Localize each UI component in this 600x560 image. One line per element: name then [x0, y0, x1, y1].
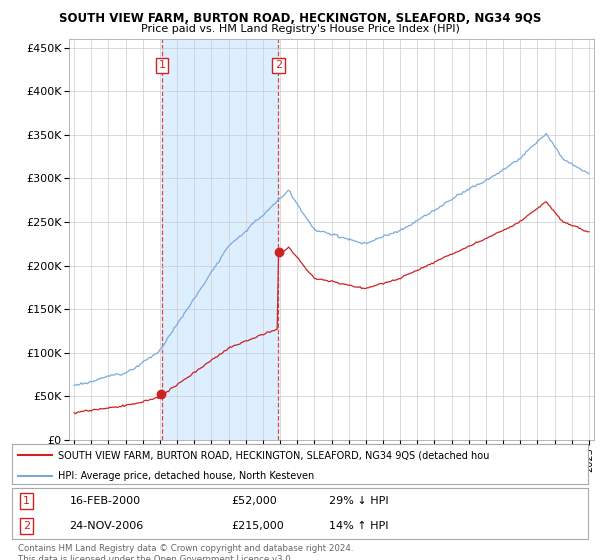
Text: £215,000: £215,000 [231, 521, 284, 531]
Text: 29% ↓ HPI: 29% ↓ HPI [329, 496, 388, 506]
Text: 14% ↑ HPI: 14% ↑ HPI [329, 521, 388, 531]
Text: 2: 2 [275, 60, 282, 71]
Text: £52,000: £52,000 [231, 496, 277, 506]
Text: SOUTH VIEW FARM, BURTON ROAD, HECKINGTON, SLEAFORD, NG34 9QS: SOUTH VIEW FARM, BURTON ROAD, HECKINGTON… [59, 12, 541, 25]
Text: SOUTH VIEW FARM, BURTON ROAD, HECKINGTON, SLEAFORD, NG34 9QS (detached hou: SOUTH VIEW FARM, BURTON ROAD, HECKINGTON… [58, 450, 490, 460]
Text: 24-NOV-2006: 24-NOV-2006 [70, 521, 144, 531]
Text: Price paid vs. HM Land Registry's House Price Index (HPI): Price paid vs. HM Land Registry's House … [140, 24, 460, 34]
Bar [162, 39, 278, 440]
Text: HPI: Average price, detached house, North Kesteven: HPI: Average price, detached house, Nort… [58, 470, 314, 480]
Text: Contains HM Land Registry data © Crown copyright and database right 2024.
This d: Contains HM Land Registry data © Crown c… [18, 544, 353, 560]
Text: 16-FEB-2000: 16-FEB-2000 [70, 496, 141, 506]
Text: 1: 1 [158, 60, 166, 71]
Text: 2: 2 [23, 521, 30, 531]
Text: 1: 1 [23, 496, 30, 506]
